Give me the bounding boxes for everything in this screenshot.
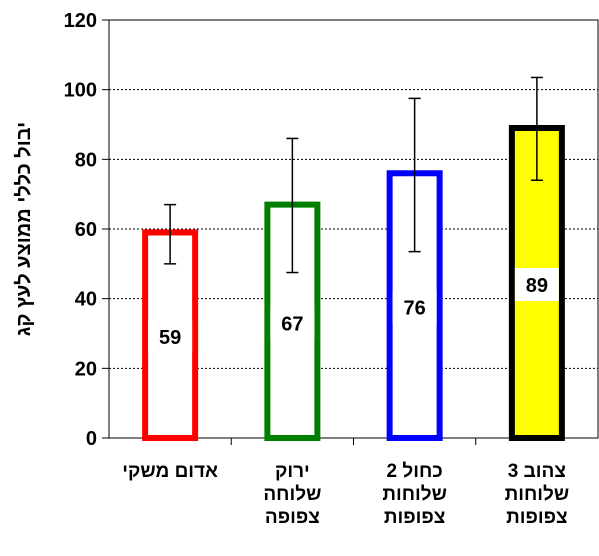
x-category-label: כחול 2 [386,461,442,482]
data-label: 67 [281,313,303,335]
bars: 59 67 76 89 [142,76,565,441]
y-tick-label: 100 [64,80,97,102]
x-category-label: צפופה [265,507,320,528]
data-label-box [392,290,437,324]
y-tick-label: 40 [75,289,97,311]
data-label: 89 [526,275,548,297]
y-tick-label: 120 [64,10,97,32]
x-category-label: צהוב 3 [508,461,566,482]
x-category-label: ירוק [275,461,310,482]
data-label-box [270,306,315,340]
x-category-label: שלוחות [382,484,447,505]
y-tick-label: 80 [75,149,97,171]
data-label-box [148,320,193,354]
y-tick-label: 0 [86,428,97,450]
x-category-label: צפופות [506,507,567,528]
y-axis-title: יבול כללי ממוצע לעץ קג [13,122,35,336]
x-category-label: אדום משקי [122,461,218,482]
data-label: 76 [404,298,426,320]
x-category-label: שלוחה [263,484,321,505]
y-axis-ticks: 0 20 40 60 80 100 120 [64,10,109,450]
data-label: 59 [159,327,181,349]
data-label-box [514,267,559,301]
x-category-label: צפופות [384,507,445,528]
y-tick-label: 20 [75,358,97,380]
y-tick-label: 60 [75,219,97,241]
x-category-label: שלוחות [505,484,570,505]
